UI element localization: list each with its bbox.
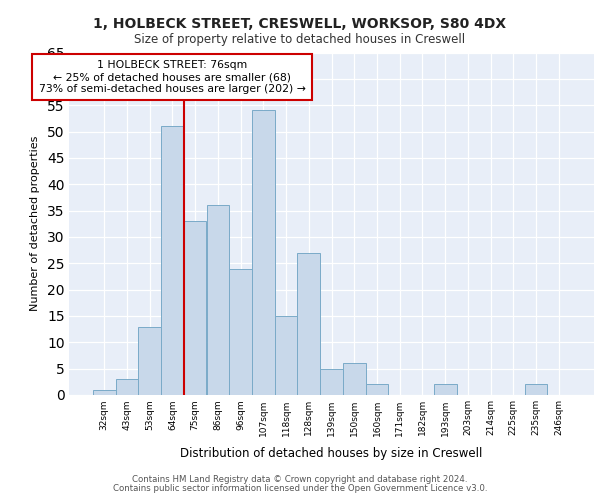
Bar (206, 206, 229, 395)
Bar (139, 326, 161, 395)
Bar (93, 390, 116, 395)
Text: Size of property relative to detached houses in Creswell: Size of property relative to detached ho… (134, 32, 466, 46)
Text: Contains HM Land Registry data © Crown copyright and database right 2024.: Contains HM Land Registry data © Crown c… (132, 475, 468, 484)
Bar (434, 384, 457, 395)
Bar (252, 110, 275, 395)
Text: Contains public sector information licensed under the Open Government Licence v3: Contains public sector information licen… (113, 484, 487, 493)
Text: 1, HOLBECK STREET, CRESWELL, WORKSOP, S80 4DX: 1, HOLBECK STREET, CRESWELL, WORKSOP, S8… (94, 18, 506, 32)
Text: 1 HOLBECK STREET: 76sqm
← 25% of detached houses are smaller (68)
73% of semi-de: 1 HOLBECK STREET: 76sqm ← 25% of detache… (39, 60, 306, 94)
Bar (365, 384, 388, 395)
Bar (184, 221, 206, 395)
Bar (320, 368, 343, 395)
X-axis label: Distribution of detached houses by size in Creswell: Distribution of detached houses by size … (181, 446, 482, 460)
Bar (524, 384, 547, 395)
Bar (298, 252, 320, 395)
Bar (275, 316, 298, 395)
Bar (229, 268, 252, 395)
Bar (116, 379, 139, 395)
Bar (161, 126, 184, 395)
Bar (343, 364, 365, 395)
Y-axis label: Number of detached properties: Number of detached properties (30, 136, 40, 312)
